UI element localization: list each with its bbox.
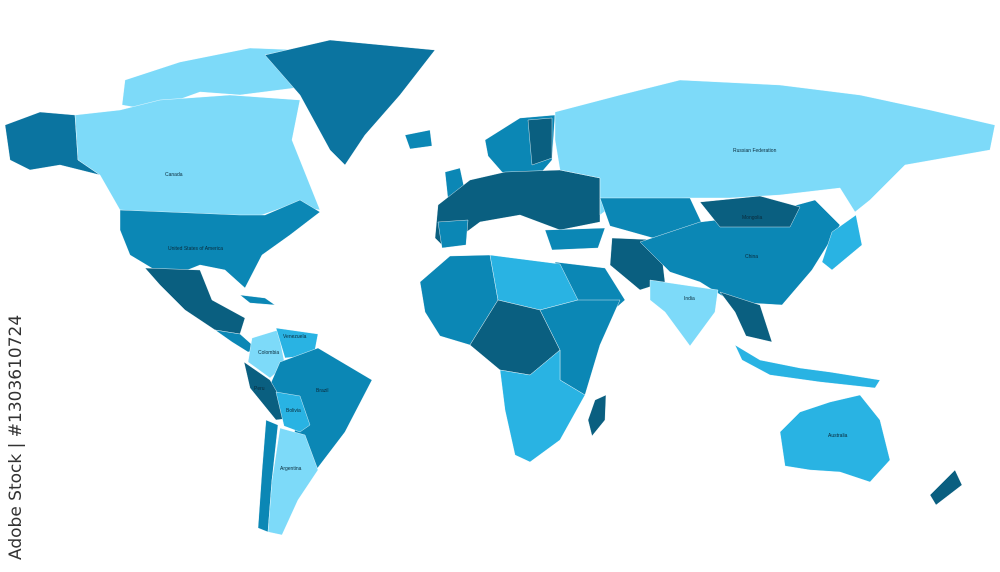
label-china: China [745, 254, 758, 260]
country-canada [74, 94, 321, 219]
country-usa [119, 199, 321, 289]
country-iceland [404, 129, 433, 150]
label-usa: United States of America [168, 246, 223, 252]
southern-africa [499, 349, 586, 463]
country-australia [779, 394, 891, 483]
label-india: India [684, 296, 695, 302]
country-cuba [239, 294, 276, 306]
southeast-asia [719, 291, 773, 343]
country-mongolia [699, 195, 801, 228]
label-australia: Australia [828, 433, 848, 439]
label-brazil: Brazil [316, 388, 329, 394]
label-bolivia: Bolivia [286, 408, 301, 414]
country-argentina [267, 427, 319, 536]
country-japan [821, 214, 863, 271]
country-madagascar [587, 394, 607, 437]
country-spain [437, 219, 469, 249]
country-new-zealand [929, 469, 963, 506]
country-mexico [144, 267, 246, 335]
country-bolivia [275, 391, 311, 433]
label-canada: Canada [165, 172, 183, 178]
label-mongolia: Mongolia [742, 215, 763, 221]
country-india [649, 279, 719, 347]
label-venezuela: Venezuela [283, 334, 307, 340]
label-colombia: Colombia [258, 350, 279, 356]
country-greenland [264, 39, 436, 166]
country-russia [554, 79, 996, 216]
label-argentina: Argentina [280, 466, 302, 472]
country-turkey [544, 227, 606, 251]
watermark-text: Adobe Stock | #1303610724 [6, 314, 26, 560]
label-russia: Russian Federation [733, 148, 777, 154]
label-peru: Peru [254, 386, 265, 392]
country-finland [527, 117, 553, 166]
country-indonesia [734, 344, 881, 389]
